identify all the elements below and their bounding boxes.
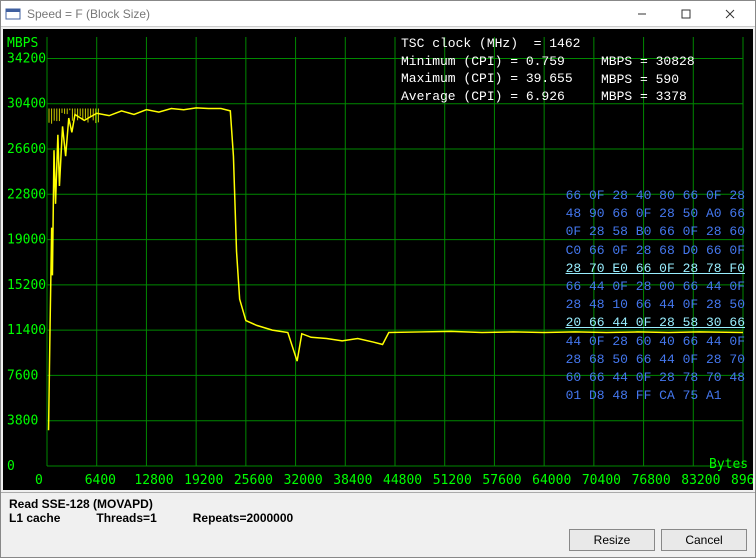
svg-text:38400: 38400 xyxy=(333,473,372,488)
svg-text:25600: 25600 xyxy=(234,473,273,488)
titlebar: Speed = F (Block Size) xyxy=(1,1,755,27)
svg-text:19000: 19000 xyxy=(7,233,46,248)
chart-canvas: 0 3800 7600 11400 15200 19000 22800 26600 30400 3… xyxy=(3,29,753,490)
benchmark-name: Read SSE-128 (MOVAPD) xyxy=(9,497,153,511)
svg-text:51200: 51200 xyxy=(433,473,472,488)
svg-text:34200: 34200 xyxy=(7,51,46,66)
chart-area: 0 3800 7600 11400 15200 19000 22800 26600 30400 3… xyxy=(3,29,753,490)
svg-text:44800: 44800 xyxy=(383,473,422,488)
svg-text:Bytes: Bytes xyxy=(709,457,748,472)
svg-text:11400: 11400 xyxy=(7,323,46,338)
svg-text:19200: 19200 xyxy=(184,473,223,488)
svg-text:22800: 22800 xyxy=(7,187,46,202)
svg-text:76800: 76800 xyxy=(632,473,671,488)
repeats-info: Repeats=2000000 xyxy=(193,511,293,525)
svg-text:26600: 26600 xyxy=(7,142,46,157)
cancel-button[interactable]: Cancel xyxy=(661,529,747,551)
svg-text:64000: 64000 xyxy=(532,473,571,488)
svg-text:32000: 32000 xyxy=(284,473,323,488)
app-icon xyxy=(5,6,21,22)
svg-text:89600: 89600 xyxy=(731,473,753,488)
window-title: Speed = F (Block Size) xyxy=(27,7,621,21)
svg-text:57600: 57600 xyxy=(482,473,521,488)
cache-label: L1 cache xyxy=(9,511,60,525)
svg-text:12800: 12800 xyxy=(134,473,173,488)
svg-text:MBPS: MBPS xyxy=(7,36,38,51)
close-button[interactable] xyxy=(709,2,751,26)
svg-text:30400: 30400 xyxy=(7,97,46,112)
svg-text:15200: 15200 xyxy=(7,278,46,293)
threads-info: Threads=1 xyxy=(96,511,156,525)
maximize-button[interactable] xyxy=(665,2,707,26)
svg-text:70400: 70400 xyxy=(582,473,621,488)
svg-text:0: 0 xyxy=(7,459,15,474)
svg-text:7600: 7600 xyxy=(7,368,38,383)
resize-button[interactable]: Resize xyxy=(569,529,655,551)
svg-text:83200: 83200 xyxy=(681,473,720,488)
svg-text:0: 0 xyxy=(35,473,43,488)
status-panel: Read SSE-128 (MOVAPD) L1 cache Threads=1… xyxy=(1,492,755,557)
svg-text:6400: 6400 xyxy=(85,473,116,488)
svg-text:3800: 3800 xyxy=(7,414,38,429)
minimize-button[interactable] xyxy=(621,2,663,26)
